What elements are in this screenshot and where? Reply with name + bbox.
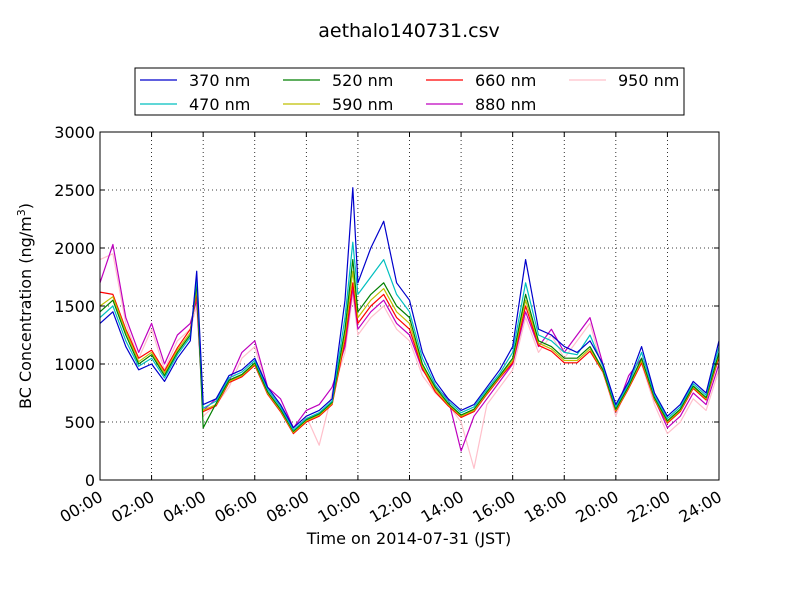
series-line	[99, 187, 720, 429]
series-lines	[99, 187, 720, 469]
x-tick-label: 10:00	[314, 487, 363, 527]
x-tick-label: 14:00	[418, 487, 467, 527]
y-tick-label: 2000	[54, 239, 95, 258]
x-tick-label: 06:00	[211, 487, 260, 527]
x-tick-label: 20:00	[572, 487, 621, 527]
y-tick-label: 0	[85, 471, 95, 490]
legend-label: 370 nm	[189, 71, 250, 90]
x-tick-label: 24:00	[676, 487, 725, 527]
chart-title: aethalo140731.csv	[318, 20, 500, 42]
legend-label: 590 nm	[332, 95, 393, 114]
y-tick-label: 1500	[54, 297, 95, 316]
y-tick-label: 1000	[54, 355, 95, 374]
y-ticks: 0 500 1000 1500 2000 2500 3000	[54, 123, 719, 490]
y-axis-label-main: BC Concentration (ng/m	[16, 216, 35, 409]
y-axis-label-sup: 3	[15, 209, 28, 216]
legend-label: 950 nm	[618, 71, 679, 90]
legend-label: 470 nm	[189, 95, 250, 114]
x-tick-label: 16:00	[469, 487, 518, 527]
y-axis-label-close: )	[16, 203, 35, 209]
series-line	[99, 259, 720, 432]
legend-label: 880 nm	[475, 95, 536, 114]
y-axis-label: BC Concentration (ng/m3)	[15, 203, 35, 409]
legend-label: 660 nm	[475, 71, 536, 90]
x-tick-label: 08:00	[263, 487, 312, 527]
x-tick-label: 22:00	[624, 487, 673, 527]
x-ticks: 00:00 02:00 04:00 06:00 08:00 10:00 12:00 14:00…	[57, 132, 725, 527]
y-tick-label: 3000	[54, 123, 95, 142]
legend: 370 nm 470 nm 520 nm 590 nm 660 nm 880 nm 950 …	[134, 67, 685, 116]
x-tick-label: 04:00	[160, 487, 209, 527]
legend-label: 520 nm	[332, 71, 393, 90]
x-tick-label: 00:00	[57, 487, 106, 527]
x-axis-label: Time on 2014-07-31 (JST)	[306, 529, 511, 548]
y-tick-label: 500	[64, 413, 95, 432]
legend-box	[134, 67, 685, 116]
x-tick-label: 02:00	[108, 487, 157, 527]
x-tick-label: 18:00	[521, 487, 570, 527]
grid	[100, 132, 719, 480]
y-tick-label: 2500	[54, 181, 95, 200]
series-line	[99, 282, 720, 435]
x-tick-label: 12:00	[366, 487, 415, 527]
